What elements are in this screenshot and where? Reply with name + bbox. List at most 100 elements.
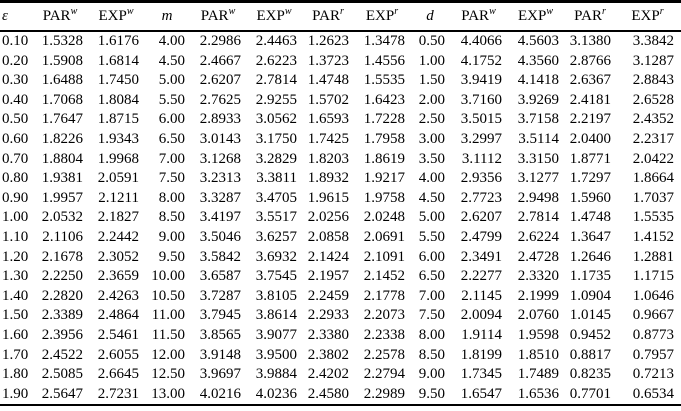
table-cell: 1.10 bbox=[2, 228, 29, 245]
table-cell: 2.1424 bbox=[307, 248, 349, 265]
table-cell: 0.7701 bbox=[569, 385, 611, 402]
table-body: 0.10 1.5328 1.6176 4.00 2.2986 2.4463 1.2623 1.… bbox=[0, 31, 681, 405]
table-cell: 3.0562 bbox=[255, 111, 297, 128]
table-cell: 1.9114 bbox=[461, 326, 502, 343]
table-cell: 1.7228 bbox=[363, 111, 405, 128]
table-cell: 4.4066 bbox=[460, 33, 502, 49]
table-cell: 1.6593 bbox=[307, 111, 349, 128]
table-cell: 1.90 bbox=[2, 385, 29, 402]
col-header-par-w-1: PARw bbox=[42, 5, 78, 24]
table-cell: 1.5960 bbox=[569, 189, 611, 206]
table-cell: 2.1999 bbox=[517, 287, 559, 304]
table-cell: 2.5085 bbox=[41, 366, 83, 383]
table-cell: 1.3723 bbox=[307, 52, 349, 69]
table-cell: 2.9356 bbox=[460, 170, 502, 187]
table-cell: 2.0094 bbox=[460, 307, 502, 324]
table-cell: 3.6587 bbox=[199, 268, 241, 285]
table-cell: 8.50 bbox=[158, 209, 185, 226]
table-cell: 1.7450 bbox=[97, 72, 139, 89]
table-cell: 0.50 bbox=[2, 111, 29, 128]
table-cell: 3.1380 bbox=[569, 33, 611, 49]
table-cell: 3.7158 bbox=[517, 111, 559, 128]
col-header-par-w-3: PARw bbox=[461, 5, 496, 24]
table-cell: 3.4197 bbox=[199, 209, 241, 226]
table-cell: 2.2820 bbox=[41, 287, 83, 304]
table-cell: 1.0646 bbox=[632, 287, 674, 304]
table-cell: 3.9500 bbox=[255, 346, 297, 363]
table-cell: 1.8510 bbox=[517, 346, 559, 363]
table-cell: 1.9968 bbox=[97, 150, 139, 167]
table-row: 1.00 2.0532 2.1827 8.50 3.4197 3.5517 2.0256 2.… bbox=[0, 208, 681, 228]
table-cell: 4.3560 bbox=[517, 52, 559, 69]
table-cell: 2.2933 bbox=[307, 307, 349, 324]
table-row: 0.50 1.7647 1.8715 6.00 2.8933 3.0562 1.6593 1.… bbox=[0, 110, 681, 130]
table-cell: 0.7957 bbox=[632, 346, 674, 363]
table-cell: 3.2829 bbox=[255, 150, 297, 167]
table-cell: 2.6223 bbox=[255, 52, 297, 69]
table-cell: 5.50 bbox=[418, 228, 445, 245]
table-cell: 0.8773 bbox=[632, 326, 674, 343]
table-cell: 1.5535 bbox=[363, 72, 405, 89]
table-cell: 0.50 bbox=[418, 33, 445, 49]
table-cell: 1.70 bbox=[2, 346, 29, 363]
table-cell: 3.1750 bbox=[255, 130, 297, 147]
table-cell: 3.9269 bbox=[517, 91, 559, 108]
table-cell: 2.3320 bbox=[517, 268, 559, 285]
table-cell: 3.1287 bbox=[632, 52, 674, 69]
table-cell: 3.3811 bbox=[256, 170, 297, 187]
col-header-exp-r-1: EXPr bbox=[365, 5, 399, 24]
table-cell: 2.8843 bbox=[632, 72, 674, 89]
table-cell: 2.2317 bbox=[632, 130, 674, 147]
table-cell: 1.6488 bbox=[41, 72, 83, 89]
table-cell: 3.9077 bbox=[255, 326, 297, 343]
col-header-par-r-1: PARr bbox=[312, 5, 344, 24]
table-row: 1.90 2.5647 2.7231 13.00 4.0216 4.0236 2.4580 2… bbox=[0, 385, 681, 406]
table-cell: 4.50 bbox=[418, 189, 445, 206]
table-cell: 2.3659 bbox=[97, 268, 139, 285]
table-cell: 2.1091 bbox=[363, 248, 405, 265]
table-row: 0.30 1.6488 1.7450 5.00 2.6207 2.7814 1.4748 1.… bbox=[0, 71, 681, 91]
table-cell: 0.40 bbox=[2, 91, 29, 108]
table-cell: 10.50 bbox=[151, 287, 185, 304]
table-cell: 2.8933 bbox=[199, 111, 241, 128]
table-cell: 2.0532 bbox=[41, 209, 83, 226]
table-row: 1.40 2.2820 2.4263 10.50 3.7287 3.8105 2.2459 2… bbox=[0, 287, 681, 307]
table-cell: 3.7945 bbox=[199, 307, 241, 324]
table-cell: 1.5702 bbox=[307, 91, 349, 108]
table-cell: 1.3478 bbox=[363, 33, 405, 49]
table-cell: 2.6367 bbox=[569, 72, 611, 89]
table-cell: 1.8084 bbox=[97, 91, 139, 108]
table-cell: 1.00 bbox=[418, 52, 445, 69]
table-cell: 2.4202 bbox=[307, 366, 349, 383]
table-cell: 0.70 bbox=[2, 150, 29, 167]
col-header-epsilon: ε bbox=[0, 2, 34, 32]
table-cell: 2.0858 bbox=[307, 228, 349, 245]
table-cell: 2.3956 bbox=[41, 326, 83, 343]
table-cell: 4.1752 bbox=[460, 52, 502, 69]
table-cell: 6.00 bbox=[158, 111, 185, 128]
table-cell: 9.00 bbox=[418, 366, 445, 383]
table-cell: 2.5647 bbox=[41, 385, 83, 402]
table-cell: 1.0904 bbox=[569, 287, 611, 304]
table-cell: 2.2989 bbox=[363, 385, 405, 402]
table-cell: 9.50 bbox=[158, 248, 185, 265]
table-cell: 6.50 bbox=[418, 268, 445, 285]
table-cell: 2.0760 bbox=[517, 307, 559, 324]
table-cell: 8.50 bbox=[418, 346, 445, 363]
table-cell: 0.9667 bbox=[632, 307, 674, 324]
table-cell: 1.80 bbox=[2, 366, 29, 383]
table-cell: 2.3802 bbox=[307, 346, 349, 363]
table-cell: 7.50 bbox=[158, 170, 185, 187]
table-cell: 1.9598 bbox=[517, 326, 559, 343]
col-header-exp-w-2: EXPw bbox=[256, 5, 292, 24]
table-cell: 2.9255 bbox=[255, 91, 297, 108]
table-cell: 1.5535 bbox=[632, 209, 674, 226]
epsilon-symbol: ε bbox=[2, 7, 8, 24]
table-cell: 1.6547 bbox=[460, 385, 502, 402]
table-cell: 2.7625 bbox=[199, 91, 241, 108]
table-row: 1.30 2.2250 2.3659 10.00 3.6587 3.7545 2.1957 2… bbox=[0, 267, 681, 287]
table-cell: 2.4799 bbox=[460, 228, 502, 245]
table-cell: 13.00 bbox=[151, 385, 185, 402]
table-cell: 2.1211 bbox=[98, 189, 139, 206]
